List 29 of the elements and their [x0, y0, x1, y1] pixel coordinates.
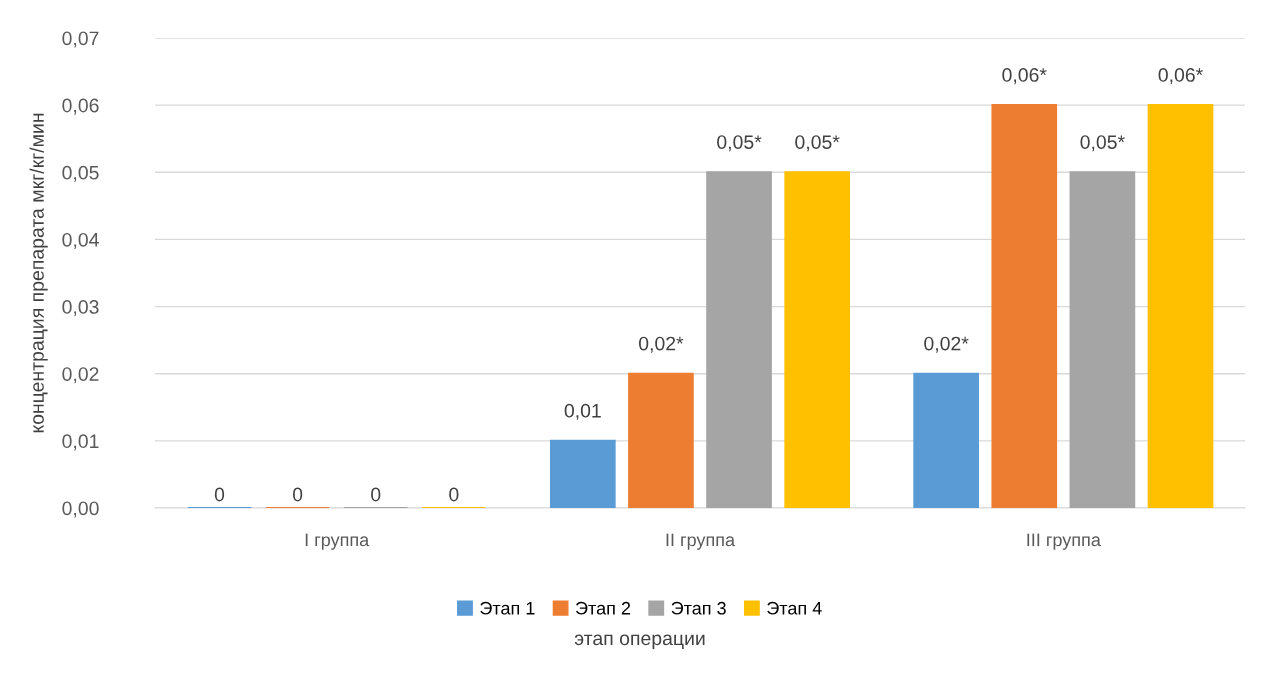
- data-label: 0: [214, 487, 225, 502]
- data-label: 0,05*: [1080, 135, 1125, 152]
- data-label: 0: [292, 487, 303, 502]
- data-label: 0,01: [564, 403, 601, 420]
- legend-label: Этап 4: [767, 601, 822, 615]
- legend-label: Этап 2: [575, 601, 631, 615]
- x-tick-label: III группа: [1027, 533, 1101, 550]
- x-tick-label: I группа: [305, 533, 370, 550]
- y-tick-label: 0,07: [62, 31, 99, 48]
- y-tick-label: 0,04: [62, 232, 99, 249]
- y-tick-label: 0,03: [62, 300, 99, 317]
- data-label: 0,02*: [639, 336, 684, 353]
- data-label: 0,02*: [924, 336, 969, 353]
- y-tick-label: 0,06: [62, 98, 99, 115]
- y-tick-label: 0,00: [62, 501, 99, 518]
- y-tick-label: 0,02: [62, 367, 99, 384]
- y-tick-label: 0,05: [62, 165, 99, 182]
- data-label: 0: [449, 487, 459, 502]
- y-axis-title: концентрация препарата мкг/кг/мин: [29, 113, 48, 433]
- x-tick-label: II группа: [666, 533, 736, 550]
- legend-label: Этап 3: [671, 601, 726, 615]
- data-label: 0,06*: [1002, 68, 1047, 85]
- legend-label: Этап 1: [480, 601, 535, 615]
- data-label: 0,05*: [795, 135, 840, 152]
- data-label: 0,06*: [1158, 68, 1203, 85]
- data-label: 0: [371, 487, 381, 502]
- data-label: 0,05*: [717, 135, 762, 152]
- x-axis-title: этап операции: [574, 634, 705, 650]
- y-tick-label: 0,01: [62, 434, 99, 451]
